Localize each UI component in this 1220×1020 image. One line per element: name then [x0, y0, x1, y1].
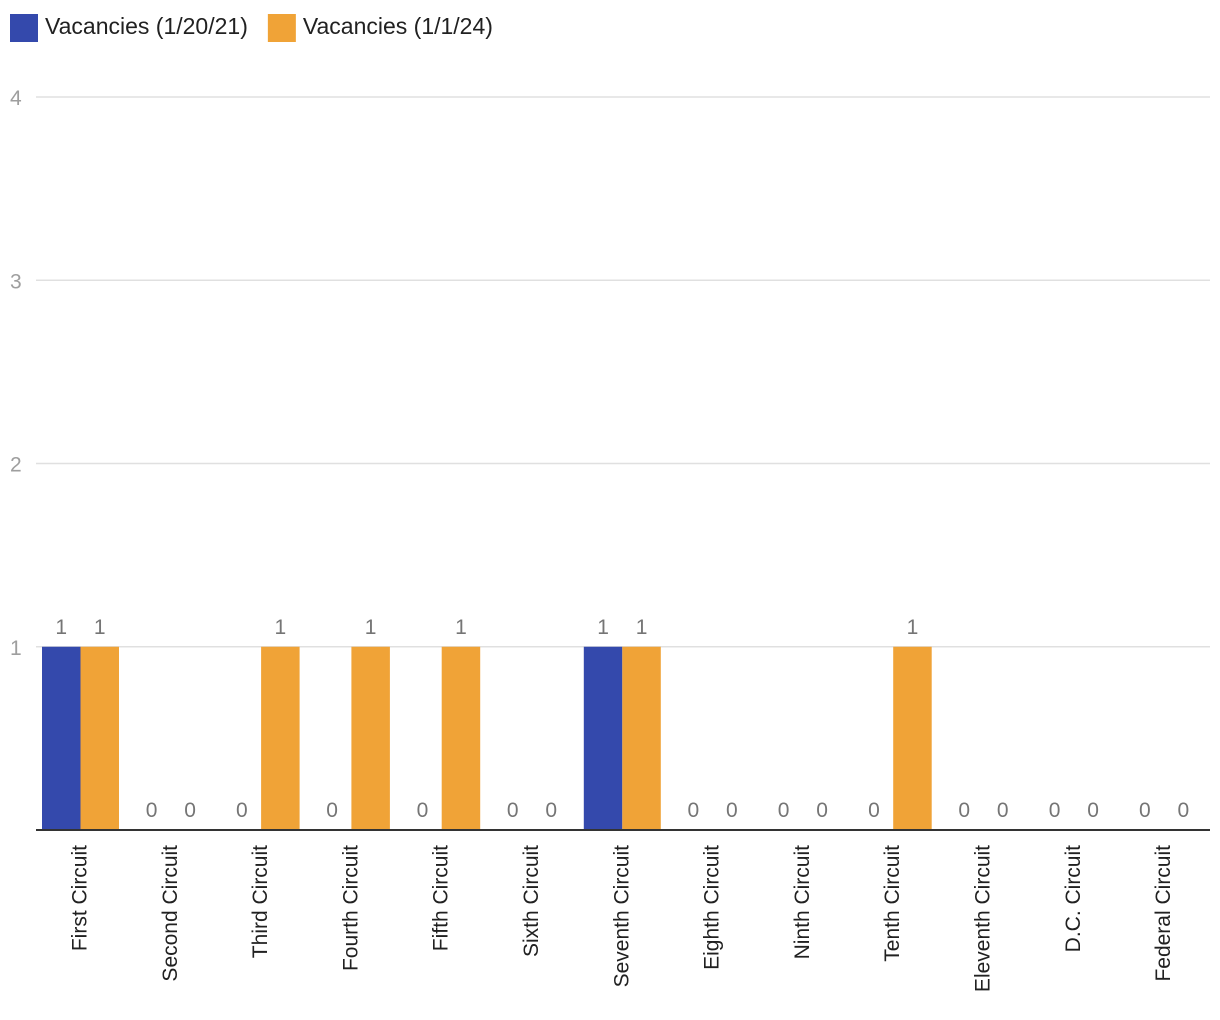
x-axis-category-labels: First Circuit Second Circuit Third Circuit…: [69, 845, 1176, 992]
data-label-5-0: 0: [507, 799, 519, 822]
bars: [42, 646, 932, 830]
data-label-9-0: 0: [868, 799, 880, 822]
data-label-1-1: 0: [184, 799, 196, 822]
legend-label-0: Vacancies (1/20/21): [45, 13, 248, 39]
category-label-5: Sixth Circuit: [520, 845, 543, 957]
y-tick-label-3: 3: [10, 270, 22, 293]
data-label-11-1: 0: [1087, 799, 1099, 822]
y-tick-label-1: 1: [10, 637, 22, 660]
bar-9-1: [893, 646, 932, 830]
data-label-6-0: 1: [597, 616, 609, 639]
bar-0-1: [80, 646, 119, 830]
data-label-4-1: 1: [455, 616, 467, 639]
legend-label-1: Vacancies (1/1/24): [303, 13, 493, 39]
data-label-1-0: 0: [146, 799, 158, 822]
data-label-6-1: 1: [636, 616, 648, 639]
category-label-0: First Circuit: [69, 845, 92, 951]
category-label-1: Second Circuit: [159, 845, 182, 982]
gridlines: [36, 96, 1210, 648]
category-label-4: Fifth Circuit: [430, 845, 453, 951]
bar-6-0: [583, 646, 623, 830]
bar-2-1: [261, 646, 300, 830]
data-label-8-1: 0: [816, 799, 828, 822]
data-label-10-1: 0: [997, 799, 1009, 822]
data-label-4-0: 0: [417, 799, 429, 822]
y-tick-label-4: 4: [10, 87, 22, 110]
legend: Vacancies (1/20/21) Vacancies (1/1/24): [10, 13, 493, 42]
data-label-8-0: 0: [778, 799, 790, 822]
data-label-12-0: 0: [1139, 799, 1151, 822]
bar-4-1: [441, 646, 481, 830]
data-label-9-1: 1: [907, 616, 919, 639]
data-label-2-0: 0: [236, 799, 248, 822]
bar-6-1: [622, 646, 661, 830]
data-label-3-1: 1: [365, 616, 377, 639]
y-axis-tick-labels: 1 2 3 4: [10, 87, 22, 660]
category-label-11: D.C. Circuit: [1062, 845, 1085, 953]
data-label-11-0: 0: [1049, 799, 1061, 822]
data-label-7-0: 0: [688, 799, 700, 822]
data-label-10-0: 0: [958, 799, 970, 822]
category-label-2: Third Circuit: [249, 845, 272, 958]
category-label-9: Tenth Circuit: [881, 845, 904, 962]
data-label-2-1: 1: [275, 616, 287, 639]
data-label-0-1: 1: [94, 616, 106, 639]
data-label-7-1: 0: [726, 799, 738, 822]
category-label-10: Eleventh Circuit: [972, 845, 995, 992]
data-label-3-0: 0: [326, 799, 338, 822]
category-label-12: Federal Circuit: [1152, 845, 1175, 982]
legend-swatch-0: [10, 14, 38, 42]
legend-swatch-1: [267, 14, 296, 42]
bar-0-0: [42, 646, 81, 830]
category-label-6: Seventh Circuit: [610, 845, 633, 988]
category-label-7: Eighth Circuit: [701, 845, 724, 970]
data-labels: 1 1 0 0 0 1 0 1 0 1 0 0 1 1 0 0 0 0 0 1 0 0 0 0 0 0: [55, 616, 1189, 822]
y-tick-label-2: 2: [10, 454, 22, 477]
data-label-5-1: 0: [545, 799, 557, 822]
bar-3-1: [351, 646, 390, 830]
data-label-12-1: 0: [1178, 799, 1190, 822]
category-label-3: Fourth Circuit: [339, 845, 362, 971]
category-label-8: Ninth Circuit: [791, 845, 814, 960]
data-label-0-0: 1: [55, 616, 67, 639]
